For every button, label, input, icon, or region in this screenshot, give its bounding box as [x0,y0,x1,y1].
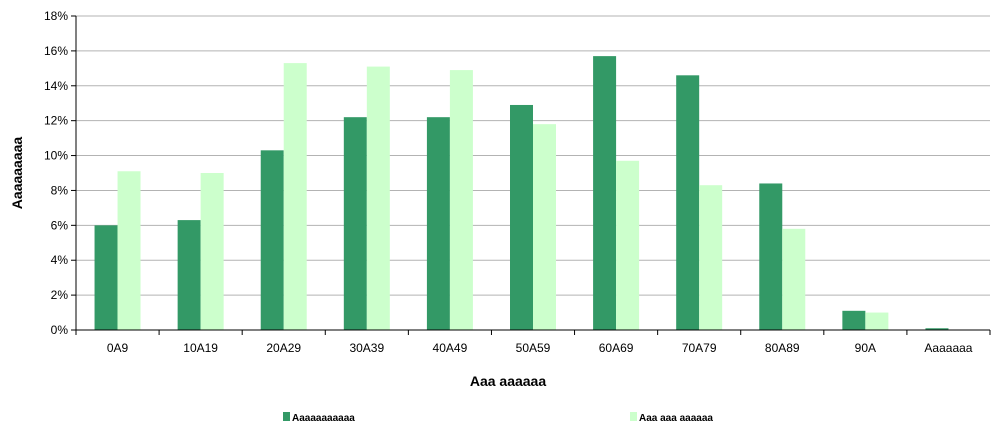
bar-series-2 [200,173,224,330]
y-axis-title: Aaaaaaaaa [9,137,25,210]
bar-series-1 [759,183,783,330]
bar-series-1 [510,104,533,330]
bars [94,56,949,331]
legend-label-2: Aaa aaa aaaaaa [639,413,713,424]
bar-series-1 [925,328,949,330]
x-tick-label: 60A69 [599,341,634,355]
x-tick-label: 20A29 [266,341,301,355]
legend-label-1: Aaaaaaaaaaa [292,413,355,424]
legend-swatch-2 [630,412,637,421]
bar-series-2 [782,228,806,330]
x-tick-labels: 0A9 10A19 20A29 30A39 40A49 50A59 60A69 70A79 80… [107,341,973,355]
x-tick-label: 10A19 [183,341,218,355]
y-tick-label: 8% [51,183,69,197]
bar-series-2 [117,171,141,330]
y-tick-label: 2% [51,288,69,302]
x-tick-label: 30A39 [349,341,384,355]
y-tick-label: 4% [51,253,69,267]
y-tick-label: 16% [44,44,68,58]
y-tick-label: 14% [44,79,68,93]
legend-swatch-1 [283,412,290,421]
bar-series-1 [676,75,700,330]
bar-series-1 [593,56,617,330]
y-tick-labels: 0% 2% 4% 6% 8% 10% 12% 14% 16% 18% [44,9,68,337]
y-tick-label: 6% [51,218,69,232]
bar-series-1 [260,150,284,330]
bar-series-2 [616,160,640,330]
x-axis-title: Aaa aaaaaa [470,373,547,389]
x-tick-label: 80A89 [765,341,800,355]
x-tick-label: 0A9 [107,341,129,355]
bar-series-2 [366,66,390,330]
x-tick-label: Aaaaaaa [924,341,972,355]
bar-series-2 [533,124,556,331]
bar-series-1 [426,117,450,330]
bar-series-1 [343,117,367,330]
bar-series-2 [699,185,723,330]
bar-series-1 [94,225,118,330]
bar-series-1 [177,220,201,330]
x-tick-label: 40A49 [433,341,468,355]
y-tick-label: 12% [44,114,68,128]
x-tick-label: 70A79 [682,341,717,355]
bar-series-1 [842,310,866,330]
bar-series-2 [865,312,889,330]
y-tick-label: 0% [51,323,69,337]
x-tick-label: 50A59 [516,341,551,355]
y-tick-label: 10% [44,149,68,163]
legend: Aaaaaaaaaaa Aaa aaa aaaaaa [283,412,713,424]
y-tick-label: 18% [44,9,68,23]
bar-series-2 [283,63,307,330]
axes [71,15,991,335]
x-tick-label: 90A [855,341,876,355]
bar-series-2 [449,70,473,331]
